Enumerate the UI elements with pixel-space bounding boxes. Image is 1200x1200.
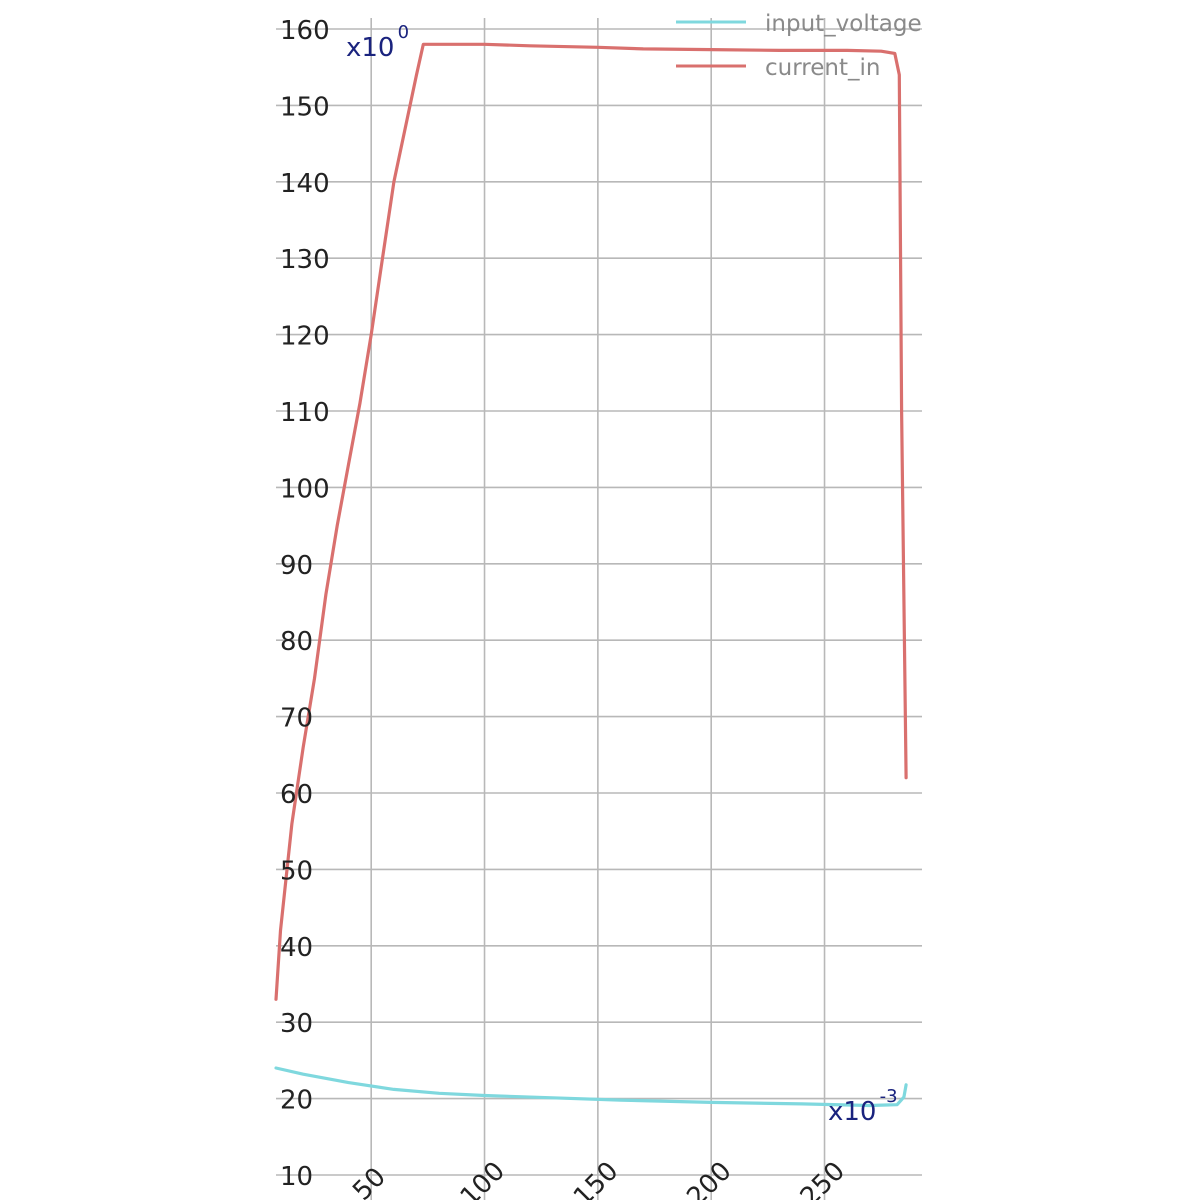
- legend: input_voltage current_in: [676, 11, 922, 81]
- y-tick-label: 140: [280, 169, 330, 199]
- x-tick-label: 150: [568, 1156, 624, 1200]
- x-tick-label: 50: [347, 1162, 392, 1200]
- y-axis-multiplier: x10 0: [346, 22, 409, 63]
- y-tick-label: 60: [280, 780, 313, 810]
- x-axis-multiplier: x10 -3: [828, 1086, 898, 1127]
- y-tick-label: 150: [280, 92, 330, 122]
- series-line-input-voltage: [274, 1066, 908, 1108]
- y-tick-label: 20: [280, 1086, 313, 1116]
- y-tick-label: 100: [280, 474, 330, 504]
- grid-lines: [276, 18, 922, 1200]
- legend-label-current-in: current_in: [765, 55, 880, 81]
- y-tick-label: 130: [280, 245, 330, 275]
- x-tick-label: 200: [681, 1156, 737, 1200]
- x-tick-label: 250: [795, 1156, 851, 1200]
- y-tick-label: 160: [280, 16, 330, 46]
- series-lines: [274, 42, 908, 1108]
- x-axis-ticks: 50 100 150 200 250: [347, 1156, 851, 1200]
- y-tick-label: 50: [280, 856, 313, 886]
- y-tick-label: 80: [280, 627, 313, 657]
- series-line-current-in: [274, 42, 908, 1001]
- y-tick-label: 90: [280, 551, 313, 581]
- y-tick-label: 70: [280, 704, 313, 734]
- y-tick-label: 30: [280, 1009, 313, 1039]
- legend-label-input-voltage: input_voltage: [765, 11, 922, 37]
- y-tick-label: 40: [280, 933, 313, 963]
- y-axis-ticks: 10 20 30 40 50 60 70 80 90 100 110 120 130 140 150 160: [280, 16, 330, 1192]
- x-tick-label: 100: [455, 1156, 511, 1200]
- y-tick-label: 110: [280, 398, 330, 428]
- y-tick-label: 10: [280, 1162, 313, 1192]
- y-tick-label: 120: [280, 322, 330, 352]
